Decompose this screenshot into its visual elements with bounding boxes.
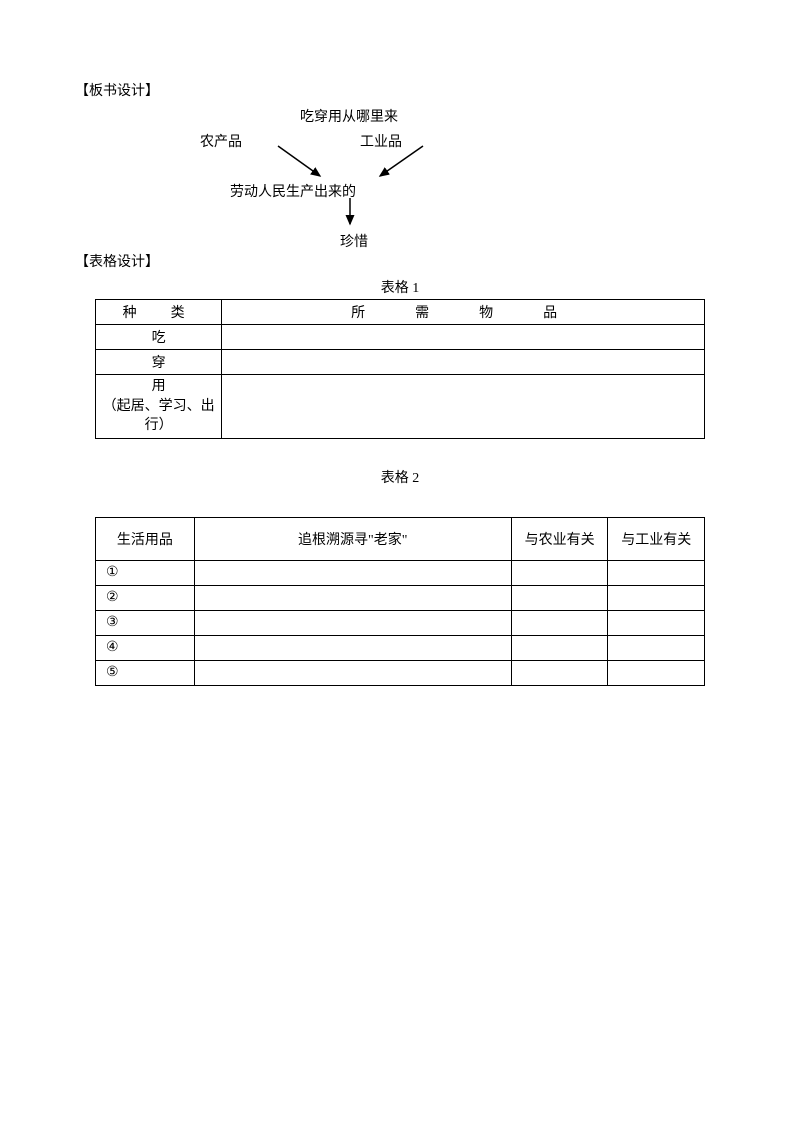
table2-cell <box>194 560 511 585</box>
table2-header-origin: 追根溯源寻"老家" <box>194 517 511 560</box>
arrow-icon <box>380 146 423 176</box>
table2-cell <box>194 660 511 685</box>
table1-row-wear-value <box>222 350 705 375</box>
table2-row-label: ① <box>96 560 195 585</box>
table2-row-label: ⑤ <box>96 660 195 685</box>
table2-header-indu: 与工业有关 <box>608 517 705 560</box>
table2: 生活用品 追根溯源寻"老家" 与农业有关 与工业有关 ①②③④⑤ <box>95 517 705 686</box>
table2-cell <box>194 585 511 610</box>
table-row: ⑤ <box>96 660 705 685</box>
table2-cell <box>511 635 608 660</box>
section-table-design: 【表格设计】 <box>75 251 725 271</box>
table2-header-item: 生活用品 <box>96 517 195 560</box>
table2-cell <box>608 560 705 585</box>
table2-row-label: ④ <box>96 635 195 660</box>
table2-cell <box>608 660 705 685</box>
page: 【板书设计】 吃穿用从哪里来 农产品 工业品 劳动人民生产出来的 珍惜 【表格设… <box>0 0 800 686</box>
table-row: ① <box>96 560 705 585</box>
table-row: 用（起居、学习、出行） <box>96 375 705 439</box>
table2-cell <box>608 585 705 610</box>
table1: 种 类 所 需 物 品 吃 穿 用（起居、学习、出行） <box>95 299 705 439</box>
table2-title: 表格 2 <box>75 467 725 487</box>
table-row: ④ <box>96 635 705 660</box>
table-row: 吃 <box>96 325 705 350</box>
table2-header-agri: 与农业有关 <box>511 517 608 560</box>
table1-row-wear-label: 穿 <box>96 350 222 375</box>
table2-row-label: ② <box>96 585 195 610</box>
table1-row-eat-label: 吃 <box>96 325 222 350</box>
table2-cell <box>194 635 511 660</box>
table2-row-label: ③ <box>96 610 195 635</box>
arrow-icon <box>278 146 320 176</box>
table2-cell <box>511 560 608 585</box>
table-row: ② <box>96 585 705 610</box>
table1-row-use-label: 用（起居、学习、出行） <box>96 375 222 439</box>
table1-header-kind: 种 类 <box>96 300 222 325</box>
diagram-arrows <box>105 106 505 251</box>
table1-row-use-value <box>222 375 705 439</box>
table2-cell <box>194 610 511 635</box>
table1-title: 表格 1 <box>75 277 725 297</box>
table-row: ③ <box>96 610 705 635</box>
table1-header-items: 所 需 物 品 <box>222 300 705 325</box>
table2-cell <box>511 585 608 610</box>
table-row: 穿 <box>96 350 705 375</box>
section-board-design: 【板书设计】 <box>75 80 725 100</box>
table2-cell <box>608 635 705 660</box>
table1-row-eat-value <box>222 325 705 350</box>
board-diagram: 吃穿用从哪里来 农产品 工业品 劳动人民生产出来的 珍惜 <box>105 106 725 251</box>
table2-cell <box>511 610 608 635</box>
table2-cell <box>511 660 608 685</box>
table2-cell <box>608 610 705 635</box>
